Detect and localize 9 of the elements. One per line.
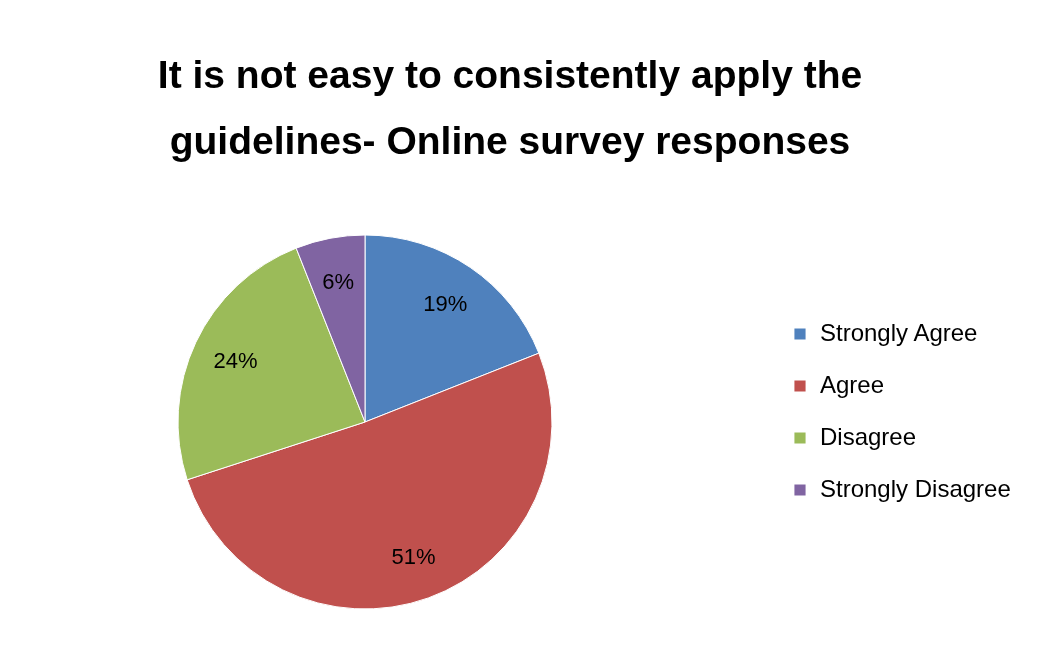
data-label: 6% xyxy=(322,268,355,294)
data-label: 51% xyxy=(391,543,436,569)
legend-label: Disagree xyxy=(820,423,917,450)
legend-label: Agree xyxy=(820,371,885,398)
legend-label: Strongly Agree xyxy=(820,319,978,346)
data-label: 19% xyxy=(423,290,468,316)
legend-label: Strongly Disagree xyxy=(820,475,1011,502)
chart-title: It is not easy to consistently apply the guidelines- Online survey responses xyxy=(157,53,863,162)
data-label: 24% xyxy=(213,348,258,374)
